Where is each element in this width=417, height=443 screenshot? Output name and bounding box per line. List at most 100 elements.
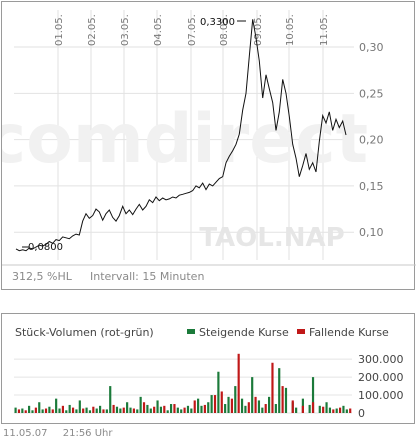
volume-bar-down bbox=[254, 396, 257, 413]
volume-bar-up bbox=[115, 406, 119, 413]
volume-bar-up bbox=[58, 408, 61, 413]
volume-bar-up bbox=[65, 410, 68, 413]
volume-bar-up bbox=[207, 402, 210, 413]
x-tick-label: 03.05. bbox=[120, 14, 131, 46]
volume-bar-down bbox=[163, 405, 166, 413]
watermark-brand: comdirect bbox=[2, 100, 368, 179]
volume-bar-up bbox=[261, 407, 264, 413]
volume-bar-down bbox=[247, 402, 250, 413]
x-tick-label: 08.05. bbox=[219, 14, 230, 46]
volume-bar-up bbox=[14, 407, 17, 413]
volume-bar-down bbox=[122, 407, 125, 413]
volume-bar-up bbox=[244, 405, 247, 413]
volume-y-tick-label: 100.000 bbox=[358, 389, 404, 402]
performance-label: 312,5 %HL bbox=[12, 270, 73, 283]
volume-bar-up bbox=[268, 396, 271, 413]
volume-bar-up bbox=[325, 402, 328, 413]
volume-bar-up bbox=[95, 408, 98, 413]
volume-y-tick-label: 300.000 bbox=[358, 353, 404, 366]
volume-y-tick-labels: 300.000 200.000 100.000 0 bbox=[358, 353, 404, 420]
volume-bar-up bbox=[224, 404, 227, 413]
volume-bar-up bbox=[257, 400, 261, 413]
x-tick-labels: 01.05. 02.05. 03.05. 04.05. 07.05. 08.05. 09.0… bbox=[54, 14, 330, 46]
volume-bar-down bbox=[281, 386, 284, 413]
volume-chart-panel: Stück-Volumen (rot-grün) Steigende Kurse… bbox=[1, 313, 415, 424]
volume-bar-up bbox=[234, 386, 237, 413]
volume-bars bbox=[14, 353, 352, 413]
y-tick-label: 0,25 bbox=[359, 87, 384, 100]
volume-bar-down bbox=[102, 409, 105, 413]
x-tick-label: 01.05. bbox=[54, 14, 65, 46]
volume-bar-up bbox=[308, 404, 311, 413]
price-chart: comdirect TAOL.NAP 01.05. 02.05. 03.05. 04.… bbox=[2, 10, 416, 283]
volume-bar-up bbox=[345, 409, 348, 413]
volume-bar-down bbox=[203, 404, 206, 413]
x-tick-label: 09.05. bbox=[253, 14, 264, 46]
volume-bar-down bbox=[92, 406, 95, 413]
volume-bar-down bbox=[153, 406, 156, 413]
x-tick-label: 11.05. bbox=[319, 14, 330, 46]
volume-bar-up bbox=[274, 404, 277, 413]
volume-bar-up bbox=[41, 409, 44, 413]
volume-bar-down bbox=[193, 400, 196, 413]
volume-bar-down bbox=[132, 408, 135, 413]
volume-chart: Stück-Volumen (rot-grün) Steigende Kurse… bbox=[14, 326, 404, 420]
volume-bar-down bbox=[44, 408, 48, 413]
volume-bar-up bbox=[156, 400, 159, 413]
volume-bar-down bbox=[112, 404, 115, 413]
volume-bar-down bbox=[61, 405, 64, 413]
volume-bar-up bbox=[136, 409, 139, 413]
x-tick-label: 07.05. bbox=[187, 14, 198, 46]
volume-bar-up bbox=[88, 410, 92, 413]
volume-y-tick-label: 0 bbox=[358, 407, 365, 420]
price-chart-panel: comdirect TAOL.NAP 01.05. 02.05. 03.05. 04.… bbox=[1, 1, 416, 290]
volume-bar-up bbox=[99, 405, 102, 413]
volume-bar-up bbox=[240, 398, 244, 413]
volume-bar-up bbox=[48, 406, 51, 413]
x-tick-label: 04.05. bbox=[153, 14, 164, 46]
volume-bar-down bbox=[237, 353, 240, 413]
volume-bar-up bbox=[186, 405, 190, 413]
footer-date: 11.05.07 bbox=[3, 428, 48, 439]
volume-bar-up bbox=[318, 405, 321, 413]
volume-bar-up bbox=[109, 386, 112, 413]
volume-bar-up bbox=[180, 409, 183, 413]
volume-title: Stück-Volumen (rot-grün) bbox=[15, 326, 154, 339]
volume-bar-up bbox=[159, 406, 163, 413]
volume-bar-up bbox=[146, 404, 149, 413]
volume-bar-up bbox=[342, 405, 345, 413]
volume-bar-down bbox=[17, 409, 21, 413]
volume-bar-up bbox=[149, 408, 152, 413]
legend-up-label: Steigende Kurse bbox=[199, 326, 289, 339]
volume-bar-up bbox=[55, 398, 58, 413]
legend-up-swatch bbox=[187, 329, 195, 334]
volume-bar-up bbox=[251, 377, 254, 413]
volume-bar-up bbox=[31, 410, 34, 413]
legend-down-swatch bbox=[297, 329, 305, 334]
footer-timestamp: 11.05.07 21:56 Uhr bbox=[3, 428, 124, 439]
y-tick-label: 0,20 bbox=[359, 134, 384, 147]
volume-bar-up bbox=[119, 408, 122, 413]
y-tick-label: 0,10 bbox=[359, 226, 384, 239]
volume-bar-up bbox=[21, 408, 24, 413]
volume-y-tick-label: 200.000 bbox=[358, 371, 404, 384]
volume-bar-up bbox=[197, 398, 200, 413]
volume-bar-up bbox=[190, 408, 193, 413]
volume-bar-up bbox=[126, 402, 129, 413]
volume-bar-up bbox=[200, 405, 203, 413]
x-tick-label: 02.05. bbox=[87, 14, 98, 46]
x-tick-label: 10.05. bbox=[285, 14, 296, 46]
price-grid bbox=[14, 10, 354, 260]
volume-bar-up bbox=[139, 396, 142, 413]
volume-grid bbox=[14, 358, 352, 414]
volume-bar-up bbox=[284, 387, 288, 413]
legend-down-label: Fallende Kurse bbox=[309, 326, 389, 339]
volume-bar-up bbox=[217, 371, 220, 413]
volume-bar-down bbox=[142, 402, 146, 413]
volume-bar-up bbox=[75, 409, 78, 413]
volume-bar-down bbox=[301, 405, 304, 413]
footer-time: 21:56 Uhr bbox=[62, 428, 113, 439]
volume-bar-down bbox=[322, 406, 325, 413]
volume-bar-down bbox=[311, 402, 315, 413]
y-tick-labels: 0,30 0,25 0,20 0,15 0,10 bbox=[359, 41, 384, 239]
